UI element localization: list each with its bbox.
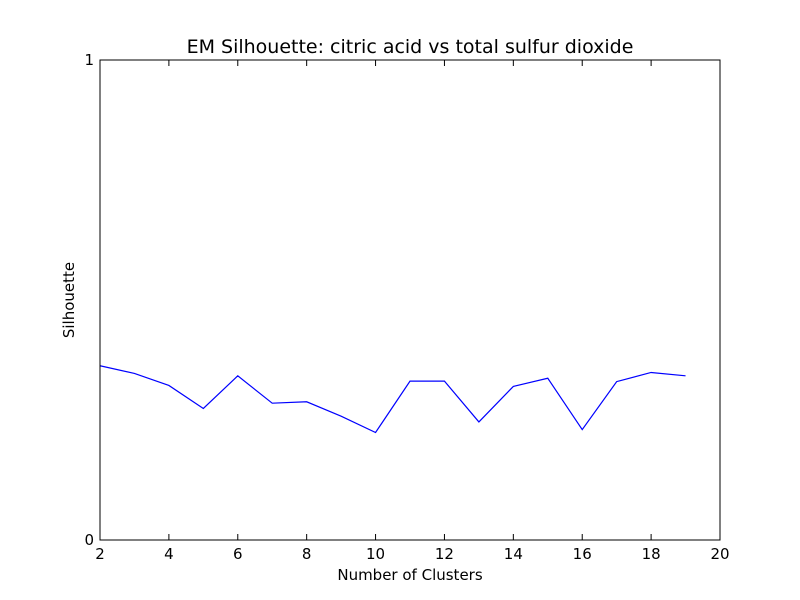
plot-frame xyxy=(99,59,721,541)
data-point xyxy=(168,385,169,386)
data-point xyxy=(444,381,445,382)
series-layer xyxy=(99,365,686,434)
x-tick-label: 20 xyxy=(710,545,729,563)
x-tick-label: 14 xyxy=(504,545,523,563)
data-point xyxy=(306,401,307,402)
data-point xyxy=(547,378,548,379)
x-tick-label: 18 xyxy=(642,545,661,563)
x-tick-label: 4 xyxy=(164,545,174,563)
y-tick-label: 1 xyxy=(84,51,94,69)
ticks-layer: 2 4 6 8 10 12 14 16 18 20 0 1 xyxy=(84,51,729,563)
x-tick-label: 16 xyxy=(573,545,592,563)
data-point xyxy=(685,375,686,376)
x-tick-label: 6 xyxy=(233,545,243,563)
y-tick-label: 0 xyxy=(84,531,94,549)
data-point xyxy=(616,381,617,382)
data-point xyxy=(582,429,583,430)
data-point xyxy=(237,375,238,376)
data-point xyxy=(341,416,342,417)
data-point xyxy=(409,381,410,382)
chart-title: EM Silhouette: citric acid vs total sulf… xyxy=(187,36,634,58)
data-point xyxy=(203,408,204,409)
data-point xyxy=(478,421,479,422)
data-point xyxy=(272,403,273,404)
x-tick-label: 10 xyxy=(366,545,385,563)
series-line xyxy=(99,365,686,434)
data-point xyxy=(513,386,514,387)
y-axis-label: Silhouette xyxy=(60,262,78,338)
x-axis-label: Number of Clusters xyxy=(337,566,482,584)
x-tick-label: 2 xyxy=(95,545,105,563)
data-point xyxy=(651,372,652,373)
plot-area xyxy=(100,60,720,540)
data-point xyxy=(134,373,135,374)
data-point xyxy=(375,432,376,433)
x-tick-label: 8 xyxy=(302,545,312,563)
x-tick-label: 12 xyxy=(435,545,454,563)
